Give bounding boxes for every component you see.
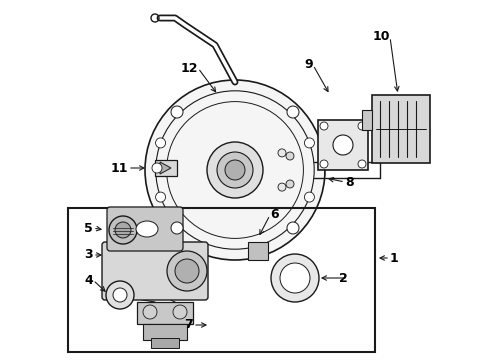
Circle shape [224, 160, 244, 180]
Circle shape [280, 263, 309, 293]
Text: 2: 2 [339, 271, 347, 284]
Circle shape [142, 305, 157, 319]
Circle shape [106, 281, 134, 309]
Circle shape [155, 138, 165, 148]
Circle shape [109, 216, 137, 244]
Circle shape [175, 259, 199, 283]
FancyBboxPatch shape [102, 242, 207, 300]
Circle shape [115, 222, 131, 238]
Bar [155, 160, 177, 176]
Circle shape [217, 152, 252, 188]
Circle shape [167, 251, 206, 291]
Circle shape [270, 254, 318, 302]
Circle shape [173, 305, 186, 319]
Circle shape [277, 149, 285, 157]
Circle shape [332, 135, 352, 155]
Bar [247, 242, 267, 260]
Circle shape [319, 160, 327, 168]
Text: 12: 12 [180, 62, 198, 75]
Circle shape [206, 142, 263, 198]
Text: 5: 5 [84, 221, 93, 234]
Circle shape [155, 192, 165, 202]
Text: 8: 8 [345, 175, 353, 189]
Circle shape [171, 222, 183, 234]
Circle shape [304, 192, 314, 202]
Text: 10: 10 [372, 31, 389, 44]
Circle shape [319, 122, 327, 130]
Circle shape [171, 106, 183, 118]
Polygon shape [160, 162, 171, 174]
Bar [151, 338, 179, 348]
Text: 11: 11 [110, 162, 128, 175]
FancyBboxPatch shape [107, 207, 183, 251]
Text: 9: 9 [304, 58, 312, 72]
Bar [68, 208, 374, 352]
Circle shape [152, 163, 162, 173]
Circle shape [113, 288, 127, 302]
Text: 6: 6 [269, 208, 278, 221]
Bar [361, 110, 371, 130]
Circle shape [286, 106, 298, 118]
Bar [371, 95, 429, 163]
Circle shape [357, 160, 365, 168]
Text: 7: 7 [184, 319, 193, 332]
Circle shape [304, 138, 314, 148]
Bar [142, 324, 186, 340]
Text: 4: 4 [84, 274, 93, 287]
Text: 3: 3 [84, 248, 93, 261]
Circle shape [285, 152, 293, 160]
Ellipse shape [136, 221, 158, 237]
Circle shape [145, 80, 325, 260]
Bar [317, 120, 367, 170]
Text: 1: 1 [389, 252, 398, 265]
Circle shape [277, 183, 285, 191]
Circle shape [285, 180, 293, 188]
Circle shape [357, 122, 365, 130]
Circle shape [286, 222, 298, 234]
Bar [137, 302, 193, 324]
